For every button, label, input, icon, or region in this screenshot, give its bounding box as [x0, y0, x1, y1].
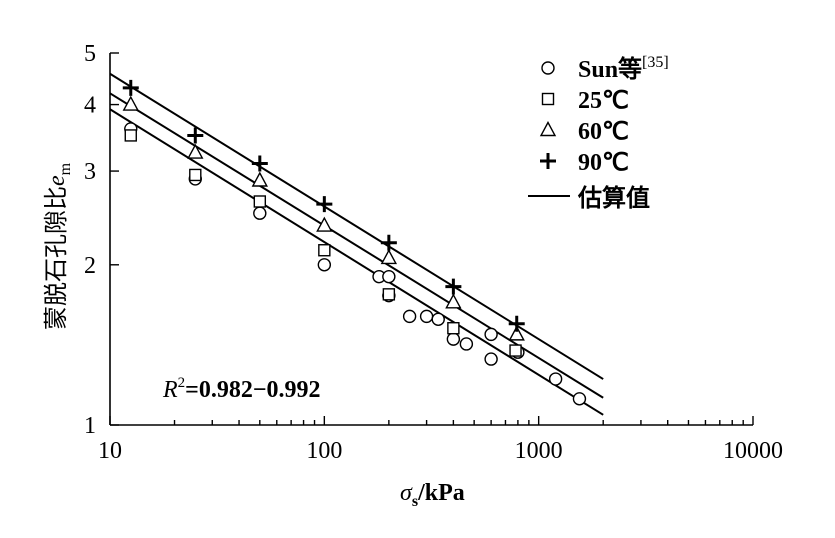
- triangle-data-point: [380, 248, 398, 265]
- legend-square-marker: [541, 92, 555, 106]
- y-tick-label: 5: [84, 41, 96, 67]
- legend-label: 90℃: [578, 150, 629, 176]
- r-squared-annotation: R2=0.982−0.992: [162, 375, 321, 403]
- circle-data-point: [382, 269, 396, 284]
- x-tick-label: 1000: [515, 438, 563, 464]
- circle-data-point: [431, 312, 445, 326]
- x-axis-label: σs/kPa: [400, 480, 465, 510]
- circle-data-point: [484, 352, 498, 366]
- triangle-data-point: [316, 216, 333, 232]
- legend-label-text: 估算值: [577, 184, 650, 212]
- circle-data-point: [419, 309, 434, 324]
- plus-data-point: [445, 278, 462, 295]
- triangle-data-point: [122, 95, 139, 111]
- fit-lines: [109, 72, 604, 416]
- legend-label: Sun等[35]: [578, 54, 669, 83]
- circle-data-point: [446, 332, 461, 346]
- legend: Sun等[35] 25℃ 60℃ 90℃ 估算值: [528, 54, 669, 212]
- plus-data-point: [316, 196, 333, 213]
- legend-label-superscript: [35]: [642, 54, 669, 71]
- square-data-point: [509, 344, 522, 357]
- plus-data-point: [187, 127, 204, 144]
- triangle-data-point: [445, 293, 462, 309]
- y-tick-label: 2: [84, 253, 96, 279]
- legend-label-text: 90℃: [578, 150, 629, 176]
- circle-data-point: [548, 372, 563, 386]
- legend-label: 60℃: [578, 119, 629, 145]
- axes: [109, 53, 753, 426]
- plus-data-point: [380, 234, 397, 251]
- square-data-point: [253, 195, 267, 208]
- square-data-point: [447, 322, 460, 335]
- ticks: 10 100 1000 10000 1 2 3 4 5: [84, 41, 783, 464]
- legend-label: 25℃: [578, 88, 629, 114]
- y-tick-label: 1: [84, 413, 96, 439]
- x-tick-label: 10: [98, 438, 122, 464]
- circle-data-point: [317, 258, 332, 272]
- data-points: [122, 79, 587, 406]
- plus-data-point: [508, 315, 525, 332]
- circle-data-point: [459, 337, 474, 351]
- circle-data-point: [402, 309, 417, 324]
- legend-label-text: 25℃: [578, 88, 629, 114]
- square-data-point: [382, 288, 396, 301]
- circle-data-point: [572, 392, 587, 406]
- legend-plus-marker: [540, 153, 556, 169]
- triangle-data-point: [508, 325, 525, 341]
- circle-data-point: [253, 206, 267, 220]
- x-tick-label: 100: [306, 438, 342, 464]
- square-data-point: [124, 129, 137, 142]
- triangle-data-point: [251, 171, 268, 187]
- legend-circle-marker: [541, 61, 555, 75]
- plus-data-point: [122, 79, 139, 96]
- y-tick-label: 3: [84, 159, 96, 185]
- triangle-data-point: [187, 143, 204, 159]
- legend-label-text: 60℃: [578, 119, 629, 145]
- legend-triangle-marker: [539, 121, 557, 137]
- legend-label-text: Sun等: [578, 55, 642, 83]
- circle-data-point: [484, 327, 498, 342]
- legend-label: 估算值: [577, 184, 650, 212]
- fit-line: [109, 92, 604, 399]
- fit-line: [109, 72, 604, 380]
- plus-data-point: [251, 155, 268, 172]
- x-tick-label: 10000: [723, 438, 783, 464]
- y-axis-label: 蒙脱石孔隙比em: [43, 162, 74, 330]
- y-tick-label: 4: [84, 93, 96, 119]
- square-data-point: [318, 244, 331, 257]
- fit-line: [109, 108, 604, 416]
- square-data-point: [189, 168, 202, 182]
